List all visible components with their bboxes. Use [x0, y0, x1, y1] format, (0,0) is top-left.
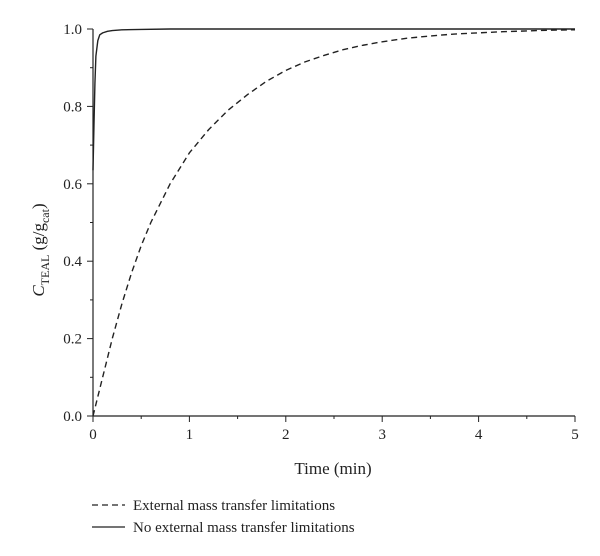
y-tick-label: 0.0: [63, 409, 82, 425]
series-line-no-external-limitations: [92, 28, 575, 171]
y-tick-label: 0.6: [63, 177, 82, 193]
axes: [92, 29, 575, 417]
legend-label-solid: No external mass transfer limitations: [133, 520, 355, 536]
x-tick-label: 3: [378, 427, 386, 443]
y-tick-label: 0.8: [63, 99, 82, 115]
x-axis-title: Time (min): [294, 459, 371, 478]
y-axis-title-main: C: [29, 285, 48, 297]
series-layer: [92, 28, 576, 417]
y-tick-label: 0.4: [63, 254, 82, 270]
legend-label-dashed: External mass transfer limitations: [133, 498, 335, 514]
y-axis-title-unit-close: ): [29, 203, 48, 209]
y-tick-label: 0.2: [63, 332, 82, 348]
x-tick-label: 1: [186, 427, 194, 443]
ticks: 0 1 2 3 4 5 0.0 0.2 0.4 0.6 0.8 1.0: [63, 22, 579, 443]
x-tick-label: 5: [571, 427, 579, 443]
y-axis-title: CTEAL (g/gcat): [29, 203, 52, 296]
y-axis-title-subscript: TEAL: [38, 255, 52, 286]
x-tick-label: 4: [475, 427, 483, 443]
y-axis-title-unit-open: (g/g: [29, 223, 48, 255]
x-tick-label: 0: [89, 427, 97, 443]
legend: External mass transfer limitations No ex…: [92, 498, 355, 536]
y-axis-title-unit-subscript: cat: [38, 208, 52, 223]
series-line-external-limitations: [92, 29, 576, 417]
y-tick-label: 1.0: [63, 22, 82, 38]
x-tick-label: 2: [282, 427, 290, 443]
